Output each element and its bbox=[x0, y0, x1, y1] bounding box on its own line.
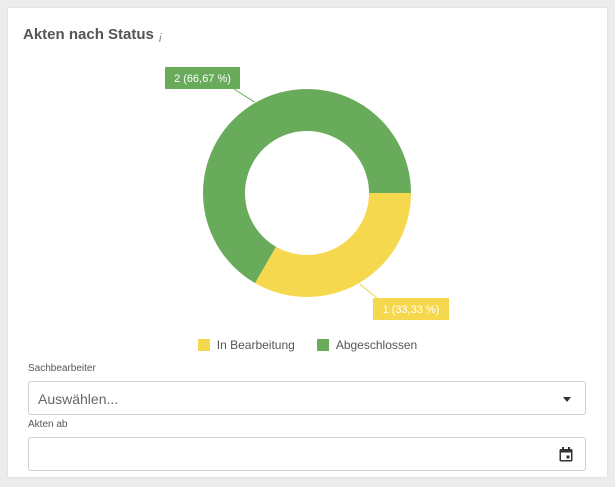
legend-label-in-bearbeitung: In Bearbeitung bbox=[216, 338, 295, 352]
leader-line-0 bbox=[359, 283, 378, 299]
akten-ab-date-field[interactable] bbox=[28, 437, 586, 471]
akten-ab-label: Akten ab bbox=[28, 419, 68, 430]
legend-label-abgeschlossen: Abgeschlossen bbox=[335, 338, 418, 352]
legend-item-abgeschlossen[interactable]: Abgeschlossen bbox=[316, 338, 418, 352]
data-label-1: 2 (66,67 %) bbox=[174, 73, 231, 85]
sachbearbeiter-placeholder: Auswählen... bbox=[38, 391, 119, 407]
chevron-down-icon[interactable] bbox=[563, 397, 571, 402]
donut-slice-in-bearbeitung[interactable] bbox=[255, 193, 411, 297]
card-title-text: Akten nach Status bbox=[23, 26, 154, 43]
calendar-icon[interactable] bbox=[559, 447, 573, 462]
card-title: Akten nach Status i bbox=[23, 26, 162, 45]
leader-line-1 bbox=[233, 88, 255, 103]
info-icon[interactable]: i bbox=[158, 31, 162, 45]
data-label-0: 1 (33,33 %) bbox=[383, 304, 440, 316]
legend-swatch-in-bearbeitung bbox=[197, 339, 210, 351]
sachbearbeiter-label: Sachbearbeiter bbox=[28, 363, 96, 374]
status-donut-chart: 1 (33,33 %) 2 (66,67 %) bbox=[165, 67, 449, 320]
sachbearbeiter-select[interactable]: Auswählen... bbox=[28, 381, 586, 415]
legend-swatch-abgeschlossen bbox=[316, 339, 329, 351]
donut-slice-abgeschlossen[interactable] bbox=[203, 89, 411, 284]
status-card: Akten nach Status i 1 (33,33 %) 2 (66,67 %… bbox=[8, 8, 607, 477]
data-label-box-1 bbox=[165, 67, 240, 89]
data-label-box-0 bbox=[373, 298, 449, 320]
legend-item-in-bearbeitung[interactable]: In Bearbeitung bbox=[197, 338, 295, 352]
chart-legend: In Bearbeitung Abgeschlossen bbox=[8, 338, 607, 352]
